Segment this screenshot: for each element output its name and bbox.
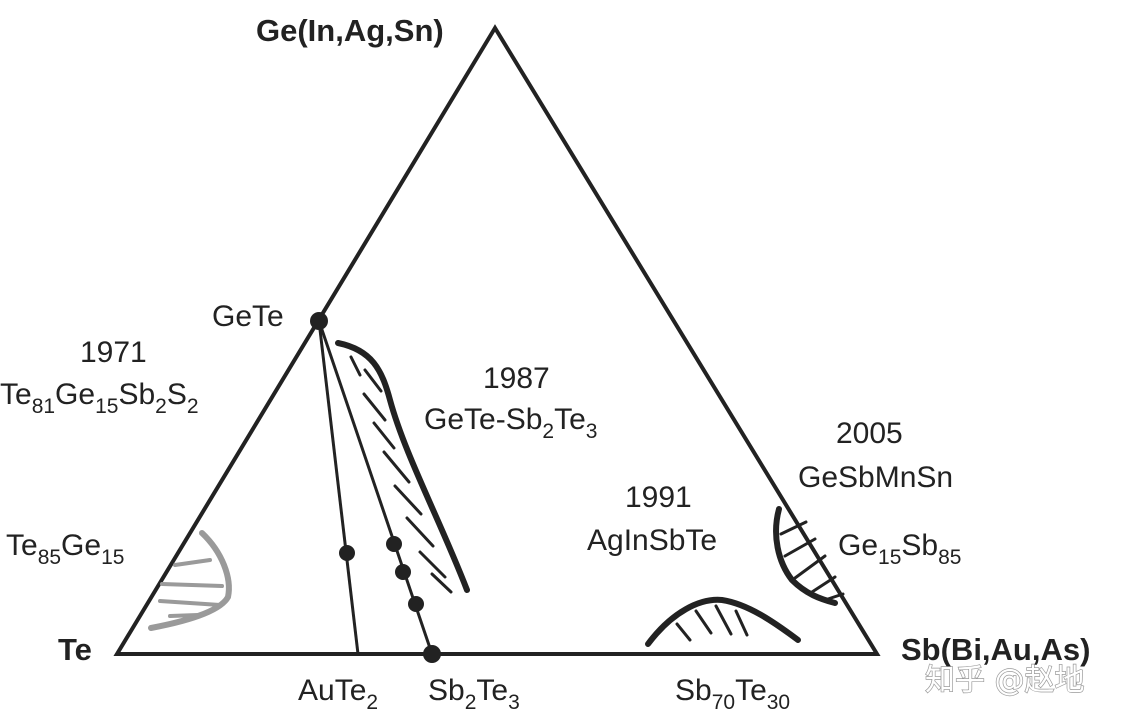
point-sb2te3-line-3 — [408, 596, 424, 612]
point-aute-line-1 — [339, 545, 355, 561]
point-sb2te3-line-1 — [386, 536, 402, 552]
ternary-triangle — [113, 24, 881, 656]
region-te85ge15-gray — [148, 530, 232, 631]
region-1987-hatched — [335, 340, 470, 594]
label-1991-name: AgInSbTe — [587, 524, 717, 557]
point-gete — [310, 312, 328, 330]
point-sb2te3 — [423, 645, 441, 663]
vertex-label-right: Sb(Bi,Au,As) — [901, 632, 1090, 667]
label-1971-formula: Te81Ge15Sb2S2 — [0, 378, 199, 418]
region-2005-hatched — [773, 506, 845, 606]
region-1991-hatched — [645, 596, 801, 647]
vertex-label-top: Ge(In,Ag,Sn) — [256, 13, 444, 48]
point-sb2te3-line-2 — [395, 564, 411, 580]
watermark: 知乎 @赵地 — [925, 663, 1085, 698]
label-sb2te3: Sb2Te3 — [428, 674, 520, 714]
label-1987-formula: GeTe-Sb2Te3 — [424, 403, 597, 443]
label-1971-year: 1971 — [80, 336, 147, 369]
label-1987-year: 1987 — [483, 362, 550, 395]
label-te85ge15: Te85Ge15 — [6, 529, 124, 569]
label-1991-year: 1991 — [625, 481, 692, 514]
label-sb70te30: Sb70Te30 — [675, 674, 790, 714]
label-gete: GeTe — [212, 300, 284, 333]
label-aute2: AuTe2 — [298, 674, 378, 714]
label-2005-name: GeSbMnSn — [798, 461, 953, 494]
label-2005-year: 2005 — [836, 417, 903, 450]
tie-line-gete-aute2 — [317, 320, 360, 655]
label-ge15sb85: Ge15Sb85 — [838, 529, 961, 569]
composition-points — [310, 312, 441, 663]
vertex-label-left: Te — [58, 632, 92, 667]
